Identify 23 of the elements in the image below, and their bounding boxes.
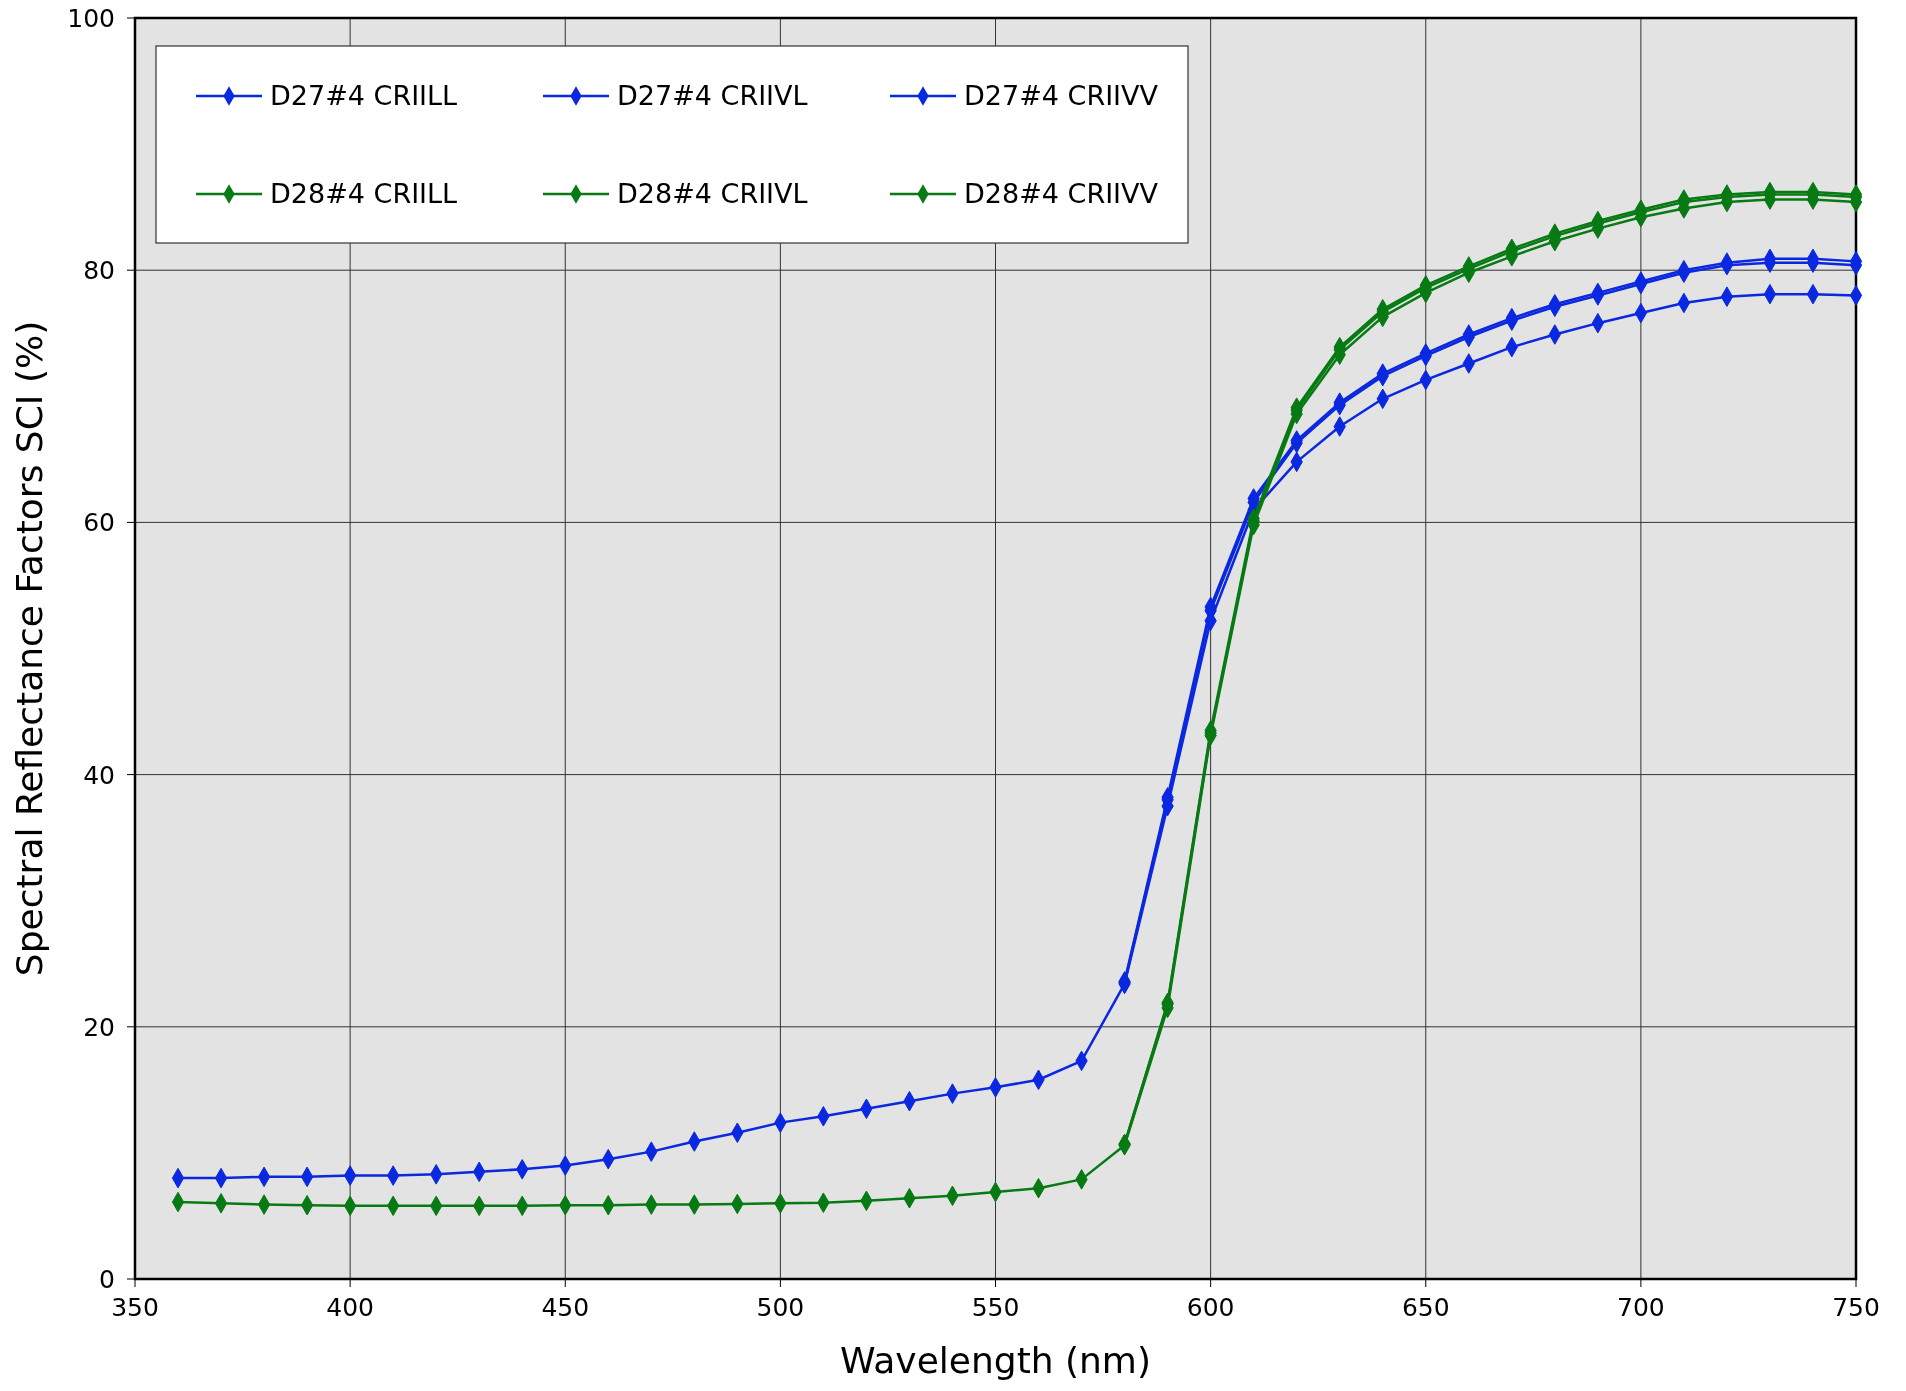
x-tick-label: 650 [1401, 1293, 1450, 1322]
x-tick-label: 550 [971, 1293, 1020, 1322]
y-tick-label: 100 [67, 4, 115, 33]
x-tick-label: 700 [1617, 1293, 1665, 1322]
legend-label: D28#4 CRIIVV [964, 178, 1159, 209]
x-tick-label: 400 [326, 1293, 374, 1322]
x-tick-label: 750 [1832, 1293, 1880, 1322]
legend-label: D27#4 CRIILL [270, 80, 458, 111]
x-tick-label: 350 [111, 1293, 159, 1322]
y-tick-label: 80 [83, 256, 115, 286]
x-tick-label: 600 [1186, 1293, 1235, 1322]
legend-label: D27#4 CRIIVV [964, 80, 1159, 111]
x-tick-label: 450 [541, 1293, 590, 1322]
x-tick-label: 500 [756, 1293, 805, 1322]
y-tick-label: 20 [83, 1012, 115, 1042]
y-axis-title: Spectral Reflectance Factors SCI (%) [9, 320, 50, 977]
legend-label: D28#4 CRIIVL [617, 178, 808, 209]
legend-label: D28#4 CRIILL [270, 178, 458, 209]
x-axis-title: Wavelength (nm) [840, 1340, 1151, 1381]
y-tick-label: 40 [83, 760, 115, 790]
legend-label: D27#4 CRIIVL [617, 80, 808, 111]
y-tick-label: 0 [99, 1265, 115, 1294]
y-tick-label: 60 [83, 508, 115, 538]
